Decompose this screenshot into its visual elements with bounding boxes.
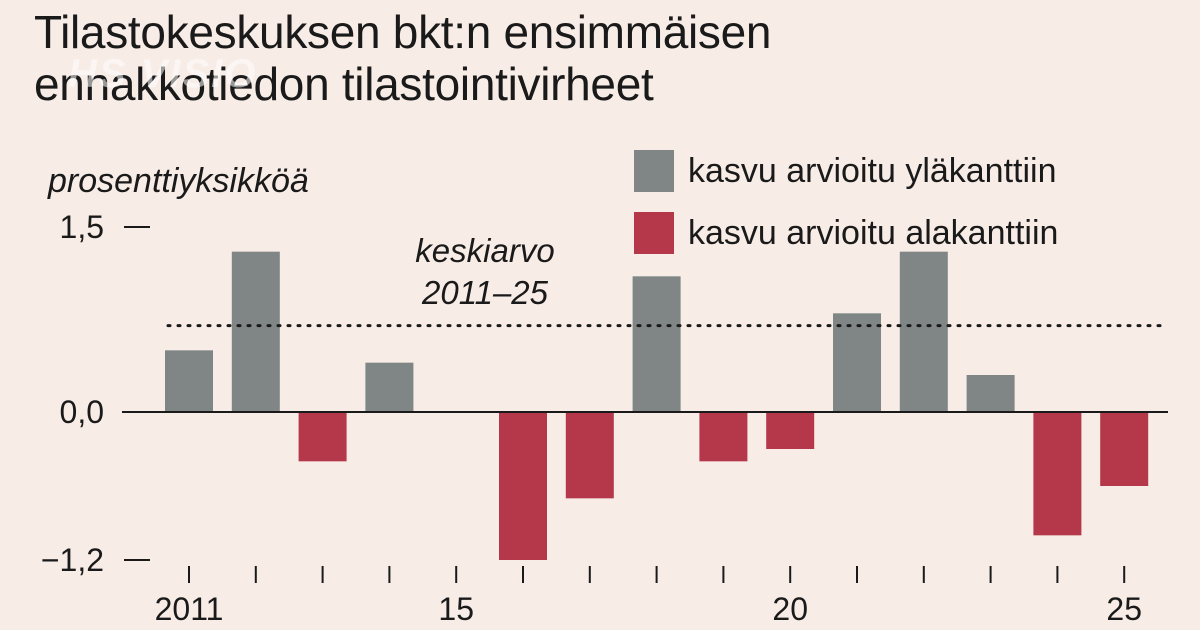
y-tick-label: −1,2 — [41, 542, 104, 578]
x-tick-label: 25 — [1106, 591, 1142, 627]
x-tick-label: 15 — [438, 591, 474, 627]
bar-2018 — [632, 276, 681, 412]
y-tick-label: 0,0 — [60, 394, 104, 430]
bar-2022 — [899, 251, 948, 412]
legend-item-under: kasvu arvioitu alakanttiin — [634, 202, 1058, 264]
title-line-1: Tilastokeskuksen bkt:n ensimmäisen — [34, 6, 772, 58]
publisher-watermark: HS VISIO — [68, 52, 258, 96]
legend-item-over: kasvu arvioitu yläkanttiin — [634, 140, 1058, 202]
chart-title: Tilastokeskuksen bkt:n ensimmäisen ennak… — [34, 6, 1174, 110]
y-axis-unit-label: prosenttiyksikköä — [48, 162, 309, 200]
bar-2011 — [165, 350, 213, 412]
bar-2013 — [298, 412, 347, 462]
legend: kasvu arvioitu yläkanttiin kasvu arvioit… — [634, 140, 1058, 264]
x-tick-label: 20 — [772, 591, 808, 627]
bar-2019 — [699, 412, 748, 462]
average-label-line-1: keskiarvo — [415, 232, 555, 269]
bar-2017 — [565, 412, 614, 499]
bar-2025 — [1100, 412, 1149, 486]
x-tick-label: 2011 — [155, 591, 224, 627]
bar-2020 — [766, 412, 815, 449]
average-label: keskiarvo 2011–25 — [390, 230, 580, 314]
title-line-2: ennakkotiedon tilastointivirheet — [34, 58, 654, 110]
y-tick-label: 1,5 — [60, 209, 104, 245]
bar-2016 — [499, 412, 547, 560]
bar-2014 — [365, 362, 414, 412]
legend-swatch-over — [634, 150, 674, 192]
bar-2023 — [966, 375, 1015, 412]
legend-label-under: kasvu arvioitu alakanttiin — [688, 213, 1059, 252]
legend-swatch-under — [634, 212, 674, 254]
bar-2012 — [231, 251, 280, 412]
legend-label-over: kasvu arvioitu yläkanttiin — [688, 151, 1057, 190]
bar-2021 — [833, 313, 881, 412]
bar-2024 — [1033, 412, 1082, 536]
average-label-line-2: 2011–25 — [421, 274, 549, 311]
